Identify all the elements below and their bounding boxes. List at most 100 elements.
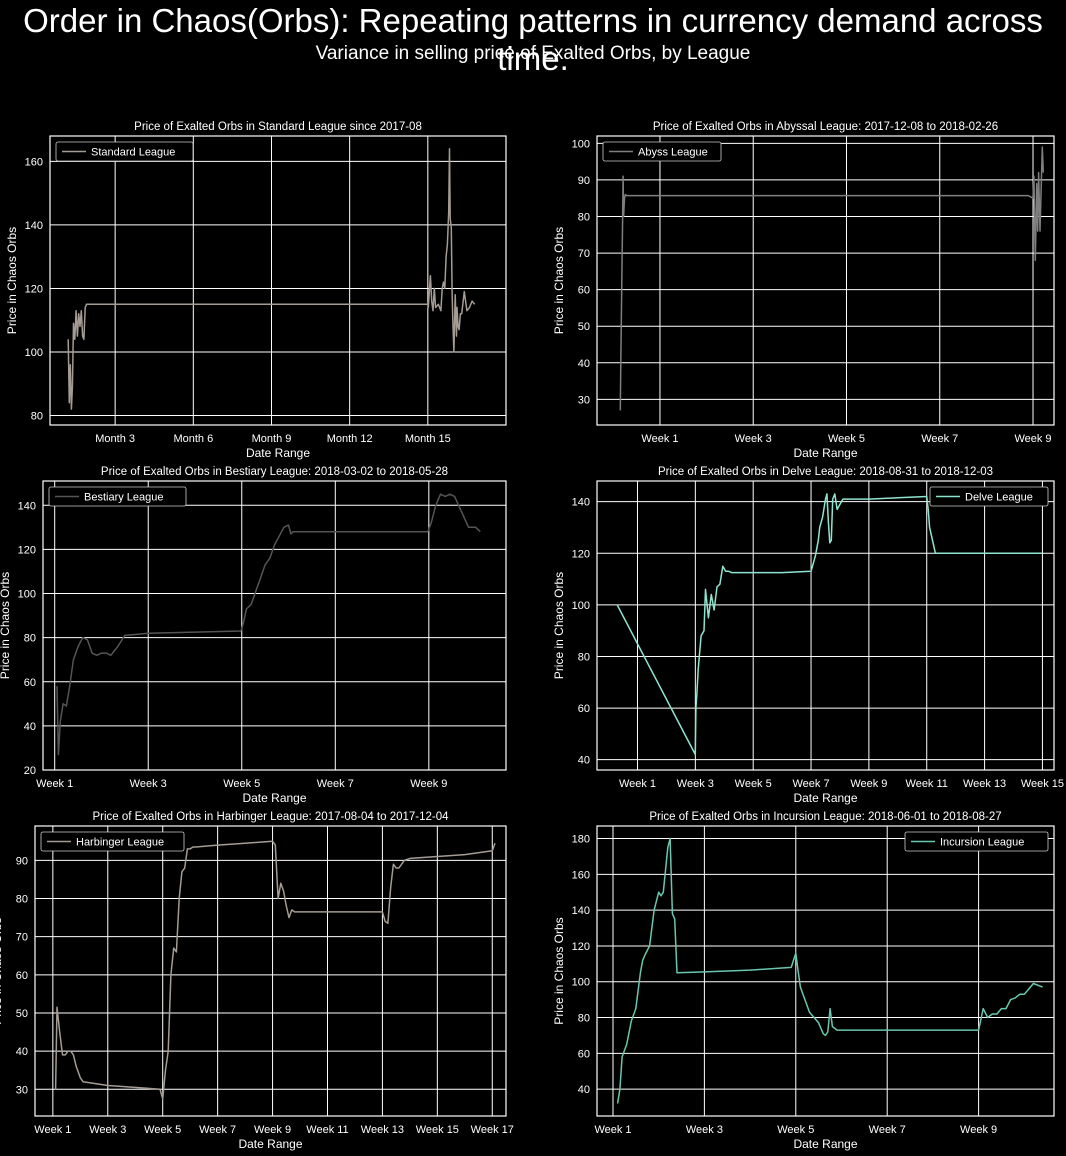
x-tick-label: Week 1 xyxy=(619,778,656,790)
series-line-abyss-league xyxy=(619,146,1045,411)
x-tick-label: Week 5 xyxy=(828,433,865,445)
x-tick-label: Week 5 xyxy=(777,1124,814,1136)
y-tick-label: 70 xyxy=(578,248,590,260)
legend-box xyxy=(929,486,1049,507)
series-line-bestiary-league xyxy=(56,493,481,756)
chart-title: Price of Exalted Orbs in Incursion Leagu… xyxy=(649,811,1001,823)
y-tick-label: 80 xyxy=(578,651,590,663)
chart-title: Price of Exalted Orbs in Delve League: 2… xyxy=(658,466,993,478)
x-tick-label: Week 5 xyxy=(223,778,260,790)
y-tick-label: 120 xyxy=(18,544,36,556)
x-tick-label: Week 3 xyxy=(677,778,714,790)
x-tick-label: Week 1 xyxy=(34,1124,71,1136)
legend-box xyxy=(904,831,1049,852)
x-tick-label: Week 9 xyxy=(410,778,447,790)
y-tick-label: 180 xyxy=(572,834,590,846)
y-tick-label: 90 xyxy=(578,175,590,187)
y-axis-label: Price in Chaos Orbs xyxy=(552,917,566,1024)
plot-frame xyxy=(596,135,1055,426)
x-tick-label: Week 7 xyxy=(792,778,829,790)
legend: Delve League xyxy=(929,486,1049,507)
x-tick-label: Week 9 xyxy=(254,1124,291,1136)
plot-frame xyxy=(34,825,507,1117)
chart-panel-4: Week 1 Week 3 Week 5 Week 7 Week 9 Week 11 Wee… xyxy=(552,466,1064,805)
y-tick-label: 50 xyxy=(16,1008,28,1020)
y-tick-label: 140 xyxy=(25,220,43,232)
figure-title: Order in Chaos(Orbs): Repeating patterns… xyxy=(23,2,1043,77)
series-line-harbinger-league xyxy=(54,840,496,1100)
legend: Incursion League xyxy=(904,831,1049,852)
x-tick-label: Week 5 xyxy=(144,1124,181,1136)
y-tick-label: 80 xyxy=(24,633,36,645)
x-tick-label: Week 3 xyxy=(89,1124,126,1136)
x-axis-label: Date Range xyxy=(793,446,857,460)
legend-box xyxy=(48,486,187,507)
x-tick-label: Week 9 xyxy=(1014,433,1051,445)
y-tick-label: 40 xyxy=(578,358,590,370)
y-tick-label: 30 xyxy=(578,394,590,406)
x-axis-label: Date Range xyxy=(238,1137,302,1151)
x-axis-label: Date Range xyxy=(793,1137,857,1151)
chart-panel-5: Week 1 Week 3 Week 5 Week 7 Week 9 Week 11 Wee… xyxy=(0,811,514,1151)
series-line-standard-league xyxy=(67,147,476,410)
y-tick-label: 50 xyxy=(578,321,590,333)
legend-box xyxy=(55,141,194,162)
y-tick-label: 40 xyxy=(578,1084,590,1096)
legend: Abyss League xyxy=(602,141,722,162)
x-tick-label: Week 7 xyxy=(317,778,354,790)
y-tick-label: 80 xyxy=(31,410,43,422)
y-tick-label: 100 xyxy=(572,977,590,989)
x-tick-label: Week 3 xyxy=(130,778,167,790)
y-tick-label: 20 xyxy=(24,765,36,777)
y-axis-label: Price in Chaos Orbs xyxy=(5,227,19,334)
y-tick-label: 120 xyxy=(25,283,43,295)
x-tick-label: Month 6 xyxy=(173,433,213,445)
legend-label: Harbinger League xyxy=(76,837,164,849)
y-axis-label: Price in Chaos Orbs xyxy=(0,917,4,1024)
legend: Bestiary League xyxy=(48,486,187,507)
chart-panel-1: Month 3 Month 6 Month 9 Month 12 Month 15 80 1… xyxy=(5,121,507,460)
x-tick-label: Week 9 xyxy=(850,778,887,790)
y-tick-label: 40 xyxy=(578,755,590,767)
x-tick-label: Week 9 xyxy=(960,1124,997,1136)
legend-label: Delve League xyxy=(965,492,1033,504)
y-tick-label: 60 xyxy=(16,970,28,982)
legend-label: Standard League xyxy=(91,147,175,159)
chart-panel-2: Week 1 Week 3 Week 5 Week 7 Week 9 30 40 50 60 70… xyxy=(552,121,1055,460)
x-tick-label: Week 15 xyxy=(1021,778,1064,790)
y-tick-label: 160 xyxy=(572,869,590,881)
legend-box xyxy=(40,831,185,852)
x-tick-label: Week 1 xyxy=(594,1124,631,1136)
y-tick-label: 40 xyxy=(24,721,36,733)
x-tick-label: Week 17 xyxy=(471,1124,514,1136)
series-line-incursion-league xyxy=(616,837,1043,1104)
y-tick-label: 140 xyxy=(18,500,36,512)
y-tick-label: 60 xyxy=(578,1048,590,1060)
y-tick-label: 100 xyxy=(18,589,36,601)
chart-title: Price of Exalted Orbs in Abyssal League:… xyxy=(653,121,998,133)
legend-box xyxy=(602,141,722,162)
y-axis-label: Price in Chaos Orbs xyxy=(552,227,566,334)
y-tick-label: 90 xyxy=(16,855,28,867)
x-tick-label: Week 13 xyxy=(361,1124,404,1136)
plot-frame xyxy=(49,135,507,426)
chart-title: Price of Exalted Orbs in Standard League… xyxy=(134,121,422,133)
x-axis-label: Date Range xyxy=(242,791,306,805)
y-tick-label: 140 xyxy=(572,905,590,917)
legend-label: Bestiary League xyxy=(84,492,164,504)
x-tick-label: Week 7 xyxy=(199,1124,236,1136)
x-tick-label: Week 3 xyxy=(735,433,772,445)
x-tick-label: Week 11 xyxy=(906,778,948,790)
series-line-delve-league xyxy=(616,493,1043,756)
chart-title: Price of Exalted Orbs in Bestiary League… xyxy=(101,466,448,478)
y-axis-label: Price in Chaos Orbs xyxy=(0,572,12,679)
x-tick-label: Month 9 xyxy=(252,433,292,445)
legend: Harbinger League xyxy=(40,831,185,852)
x-tick-label: Week 7 xyxy=(921,433,958,445)
y-axis-label: Price in Chaos Orbs xyxy=(552,572,566,679)
chart-panel-6: Week 1 Week 3 Week 5 Week 7 Week 9 40 60 80 100 1… xyxy=(552,811,1055,1151)
plot-frame xyxy=(596,825,1055,1117)
y-tick-label: 100 xyxy=(572,138,590,150)
y-tick-label: 160 xyxy=(25,156,43,168)
x-tick-label: Month 15 xyxy=(405,433,451,445)
